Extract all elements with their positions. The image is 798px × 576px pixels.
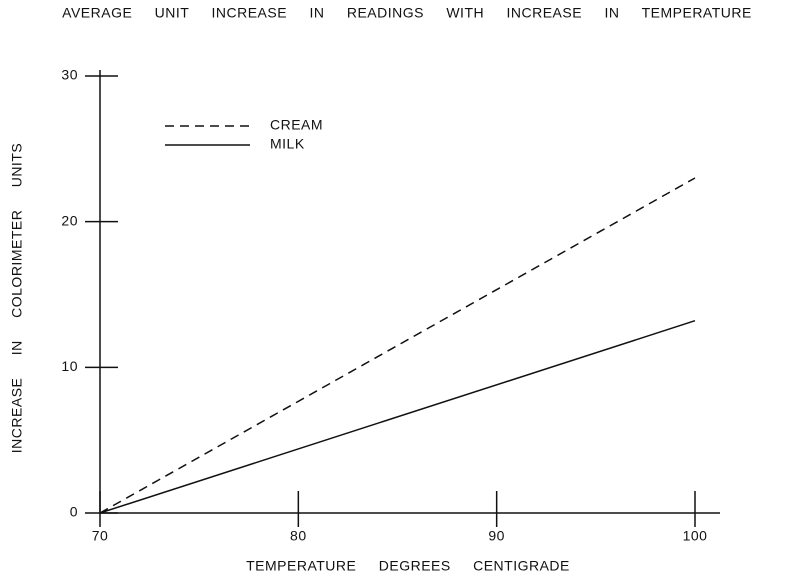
- x-tick-label: 70: [92, 528, 109, 544]
- y-tick-label: 20: [61, 212, 78, 228]
- line: [99, 320, 696, 514]
- x-tick-label: 80: [290, 528, 307, 544]
- y-tick-label: 10: [61, 358, 78, 374]
- x-tick-label: 90: [488, 528, 505, 544]
- line: [99, 177, 696, 514]
- x-axis-label: TEMPERATURE DEGREES CENTIGRADE: [246, 558, 570, 574]
- legend-label: MILK: [270, 136, 305, 152]
- x-tick-label: 100: [683, 528, 708, 544]
- y-tick-label: 0: [70, 504, 78, 520]
- y-axis-label: INCREASE IN COLORIMETER UNITS: [9, 143, 25, 453]
- chart-title: AVERAGE UNIT INCREASE IN READINGS WITH I…: [62, 5, 752, 21]
- legend-label: CREAM: [270, 117, 323, 133]
- y-tick-label: 30: [61, 67, 78, 83]
